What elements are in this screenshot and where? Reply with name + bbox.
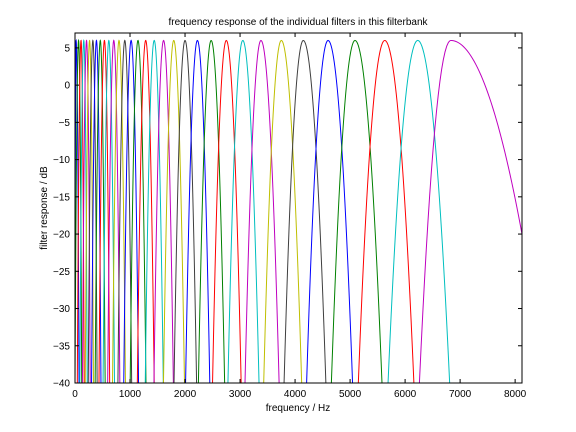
x-tick-label: 3000 <box>229 389 252 400</box>
filter-curve <box>212 39 242 383</box>
filter-curve <box>173 39 198 383</box>
filter-curve <box>387 39 451 383</box>
y-tick-label: −30 <box>53 304 70 315</box>
filter-curve <box>227 39 260 383</box>
x-axis-ticks: 0 1000 2000 3000 4000 5000 6000 7000 8000 <box>72 33 527 400</box>
y-tick-label: −15 <box>53 192 70 203</box>
x-tick-label: 5000 <box>339 389 362 400</box>
filter-curve <box>79 39 88 383</box>
filter-curve <box>84 39 94 383</box>
x-tick-label: 6000 <box>394 389 417 400</box>
filter-curve <box>306 39 354 383</box>
filter-curve <box>75 38 83 383</box>
x-tick-label: 7000 <box>449 389 472 400</box>
x-tick-label: 2000 <box>174 389 197 400</box>
x-tick-label: 1000 <box>119 389 142 400</box>
filter-curve <box>418 39 522 383</box>
filter-curve <box>102 39 115 383</box>
y-axis-ticks: −40 −35 −30 −25 −20 −15 −10 −5 0 5 <box>53 43 522 390</box>
filter-curve <box>153 39 174 383</box>
filter-curve <box>112 39 126 383</box>
filter-curve <box>283 39 327 383</box>
filter-curve <box>244 39 280 383</box>
y-tick-label: −40 <box>53 379 70 390</box>
x-tick-label: 0 <box>72 389 78 400</box>
plot-area <box>75 33 522 383</box>
filter-curve <box>117 39 133 383</box>
y-axis-label: filter response / dB <box>39 166 50 250</box>
y-tick-label: −20 <box>53 230 70 241</box>
filter-curve <box>197 39 226 383</box>
x-axis-label: frequency / Hz <box>266 403 330 414</box>
filter-curve <box>76 39 85 383</box>
y-tick-label: −35 <box>53 341 70 352</box>
filter-curve <box>330 39 383 383</box>
filter-curve <box>98 39 111 383</box>
filter-curve <box>123 39 140 383</box>
y-tick-label: −5 <box>59 118 71 129</box>
filter-curve <box>357 40 415 383</box>
filter-curve <box>129 39 147 383</box>
filter-curve <box>144 39 164 383</box>
filter-curve <box>81 39 91 383</box>
y-tick-label: −10 <box>53 155 70 166</box>
y-tick-label: 5 <box>64 43 70 54</box>
y-tick-label: 0 <box>64 81 70 92</box>
x-tick-label: 8000 <box>504 389 527 400</box>
filter-curve <box>94 39 106 383</box>
filter-curve <box>91 39 102 383</box>
filter-curve <box>107 39 121 383</box>
chart-title: frequency response of the individual fil… <box>168 17 428 28</box>
x-tick-label: 4000 <box>284 389 307 400</box>
filter-curve <box>263 39 303 383</box>
filter-curve <box>87 39 98 383</box>
filter-curve <box>185 39 211 383</box>
plot-frame <box>74 32 523 384</box>
filter-curves <box>75 38 522 383</box>
filter-curve <box>136 39 155 383</box>
filter-curve <box>162 39 185 383</box>
y-tick-label: −25 <box>53 267 70 278</box>
